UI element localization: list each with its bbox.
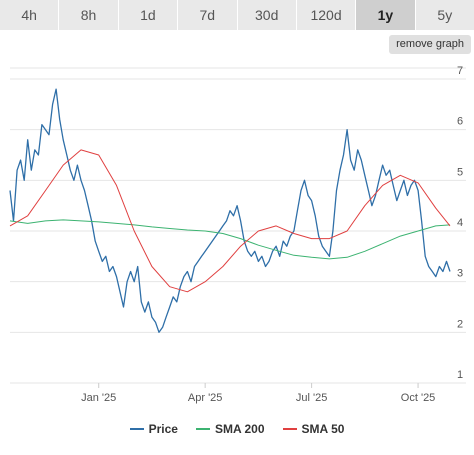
y-tick-label: 5 [457,166,463,178]
legend-item-sma-50[interactable]: SMA 50 [282,422,345,436]
chart-legend: Price SMA 200 SMA 50 [0,420,474,438]
y-tick-label: 4 [457,217,463,229]
x-tick-label: Jan '25 [81,392,116,404]
x-tick-label: Apr '25 [188,392,223,404]
legend-label-price: Price [148,422,178,436]
price-chart: 1 2 3 4 5 6 7 Jan '25 Apr '25 Jul '25 Oct '25 [9,65,466,404]
tab-4h[interactable]: 4h [0,0,60,30]
y-tick-label: 7 [457,65,463,77]
y-tick-label: 2 [457,318,463,330]
legend-item-price[interactable]: Price [129,422,178,436]
series-lines [9,88,451,333]
price-swatch-icon [129,428,144,430]
tab-8h[interactable]: 8h [59,0,119,30]
legend-label-sma-50: SMA 50 [301,422,345,436]
y-tick-label: 6 [457,116,463,128]
sma-50-swatch-icon [282,428,297,430]
series-line-price [9,88,451,333]
series-line-sma-50 [9,149,451,293]
sma-200-swatch-icon [195,428,210,430]
y-tick-label: 1 [457,369,463,381]
legend-item-sma-200[interactable]: SMA 200 [195,422,265,436]
y-axis-ticks: 1 2 3 4 5 6 7 [457,65,463,381]
series-line-sma-200 [9,219,451,260]
x-tick-label: Oct '25 [401,392,436,404]
tab-1y[interactable]: 1y [356,0,416,30]
tab-5y[interactable]: 5y [415,0,474,30]
remove-graph-button[interactable]: remove graph [389,35,471,54]
tab-30d[interactable]: 30d [237,0,297,30]
x-axis-ticks: Jan '25 Apr '25 Jul '25 Oct '25 [81,383,435,404]
tab-120d[interactable]: 120d [296,0,357,30]
y-tick-label: 3 [457,268,463,280]
legend-label-sma-200: SMA 200 [214,422,265,436]
timeframe-tabs: 4h 8h 1d 7d 30d 120d 1y 5y [0,0,474,30]
x-tick-label: Jul '25 [296,392,327,404]
grid-lines [10,67,466,384]
tab-7d[interactable]: 7d [178,0,238,30]
tab-1d[interactable]: 1d [118,0,179,30]
